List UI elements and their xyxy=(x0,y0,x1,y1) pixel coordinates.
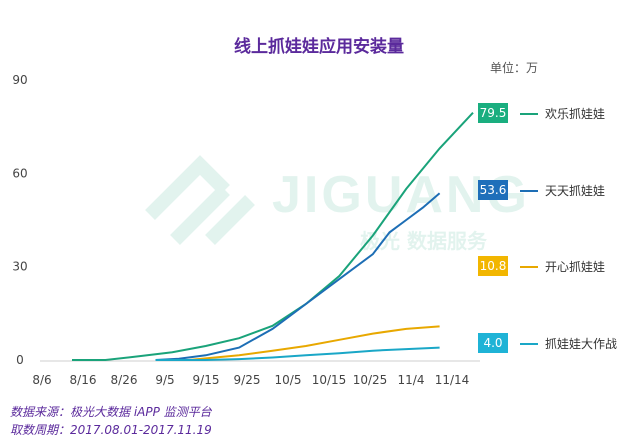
y-tick-label: 30 xyxy=(12,260,27,274)
source-note: 数据来源：极光大数据 iAPP 监测平台 xyxy=(10,405,212,419)
legend-label: 开心抓娃娃 xyxy=(545,260,605,274)
y-axis: 0 30 60 90 xyxy=(12,73,27,367)
series-line xyxy=(155,346,440,361)
end-value-box xyxy=(478,256,508,276)
x-tick-label: 10/25 xyxy=(353,373,388,387)
legend-label: 欢乐抓娃娃 xyxy=(545,106,605,121)
unit-label: 单位：万 xyxy=(490,60,538,75)
period-note: 取数周期：2017.08.01-2017.11.19 xyxy=(10,423,212,437)
y-tick-label: 0 xyxy=(16,353,24,367)
x-tick-label: 9/25 xyxy=(234,373,261,387)
chart-title: 线上抓娃娃应用安装量 xyxy=(234,36,404,57)
end-value-label: 53.6 xyxy=(480,183,507,197)
end-value-label: 4.0 xyxy=(483,336,502,350)
series-line xyxy=(72,112,474,361)
x-tick-label: 10/5 xyxy=(275,373,302,387)
end-value-box xyxy=(478,103,508,123)
y-tick-label: 60 xyxy=(12,166,27,180)
end-value-label: 79.5 xyxy=(480,106,507,120)
x-tick-label: 9/5 xyxy=(155,373,174,387)
x-tick-label: 9/15 xyxy=(193,373,220,387)
x-tick-label: 10/15 xyxy=(312,373,347,387)
x-tick-label: 8/6 xyxy=(32,373,51,387)
end-value-box xyxy=(478,180,508,200)
legend-label: 抓娃娃大作战 xyxy=(545,337,617,351)
x-tick-label: 8/16 xyxy=(70,373,97,387)
end-value-box xyxy=(478,333,508,353)
series-lines xyxy=(72,112,474,361)
end-value-labels: 79.5 53.6 10.8 4.0 xyxy=(478,103,508,353)
x-axis: 8/6 8/16 8/26 9/5 9/15 9/25 10/5 10/15 10/25 11/4… xyxy=(32,373,469,387)
series-line xyxy=(155,192,441,361)
watermark-mark xyxy=(145,155,255,245)
legend-label: 天天抓娃娃 xyxy=(545,184,605,198)
x-tick-label: 11/14 xyxy=(435,373,470,387)
x-tick-label: 8/26 xyxy=(111,373,138,387)
x-tick-label: 11/4 xyxy=(398,373,425,387)
end-value-label: 10.8 xyxy=(480,259,507,273)
y-tick-label: 90 xyxy=(12,73,27,87)
jiguang-watermark-logo: JIGUANG 极光 数据服务 xyxy=(145,155,527,253)
watermark-subtext: 极光 数据服务 xyxy=(360,229,488,253)
